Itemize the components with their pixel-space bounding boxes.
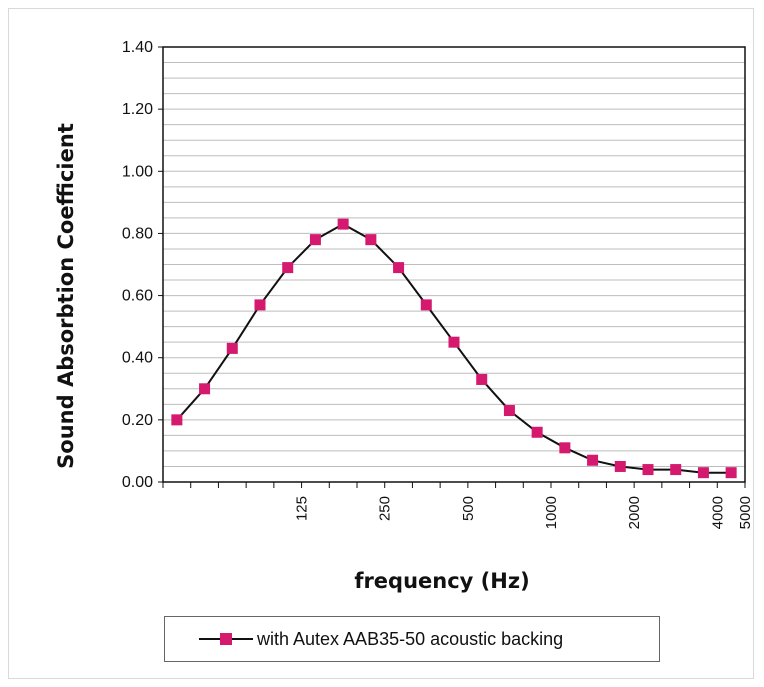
data-point (614, 460, 626, 472)
x-tick-label: 1000 (543, 496, 560, 529)
y-tick-label: 0.20 (122, 412, 153, 429)
data-point (725, 467, 737, 479)
data-point (503, 405, 515, 417)
data-point (282, 262, 294, 274)
data-point (171, 414, 183, 426)
series-markers (171, 218, 737, 479)
x-axis: 125 250 500 1000 2000 4000 5000 (162, 482, 754, 529)
data-point (448, 336, 460, 348)
data-point (642, 464, 654, 476)
data-point (531, 426, 543, 438)
data-point (226, 342, 238, 354)
y-tick-label: 0.80 (122, 225, 153, 242)
x-axis-label: frequency (Hz) (354, 569, 529, 593)
y-tick-label: 0.40 (122, 350, 153, 367)
y-tick-label: 0.60 (122, 288, 153, 305)
legend-marker (220, 633, 232, 645)
plot-area (162, 46, 746, 483)
data-point (393, 262, 405, 274)
data-point (337, 218, 349, 230)
x-tick-label: 125 (294, 496, 311, 521)
y-axis-label: Sound Absorbtion Coefficient (54, 123, 78, 469)
legend-swatch (199, 629, 253, 649)
data-point (199, 383, 211, 395)
data-point (420, 299, 432, 311)
data-point (365, 234, 377, 246)
y-tick-label: 1.00 (122, 163, 153, 180)
data-point (697, 467, 709, 479)
x-tick-label: 4000 (709, 496, 726, 529)
x-tick-label: 500 (460, 496, 477, 521)
y-tick-label: 1.20 (122, 101, 153, 118)
x-tick-label: 5000 (737, 496, 754, 529)
x-tick-label: 250 (377, 496, 394, 521)
y-tick-label: 0.00 (122, 474, 153, 491)
data-point (476, 373, 488, 385)
data-point (670, 464, 682, 476)
data-point (587, 454, 599, 466)
y-tick-label: 1.40 (122, 39, 153, 56)
chart-frame (8, 8, 754, 679)
grid (163, 62, 745, 467)
data-point (559, 442, 571, 454)
x-tick-label: 2000 (626, 496, 643, 529)
data-point (309, 234, 321, 246)
legend: with Autex AAB35-50 acoustic backing (164, 616, 660, 662)
data-point (254, 299, 266, 311)
legend-label: with Autex AAB35-50 acoustic backing (257, 628, 564, 649)
y-axis: 0.00 0.20 0.40 0.60 0.80 1.00 1.20 1.40 (122, 39, 163, 491)
